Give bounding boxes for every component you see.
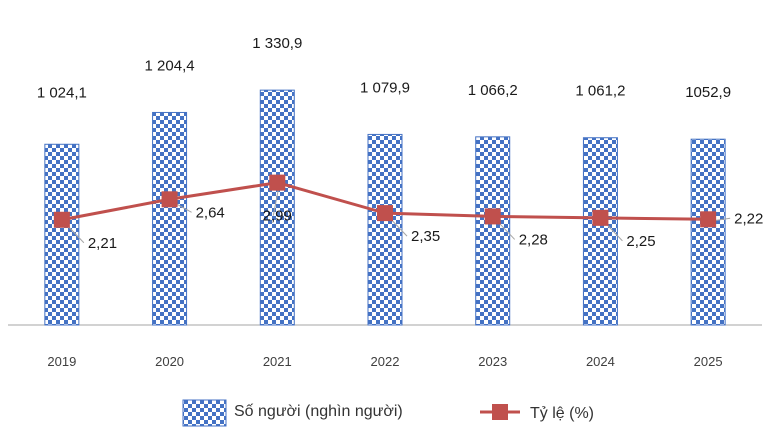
- legend-bar-label: Số người (nghìn người): [234, 403, 403, 420]
- rate-marker: [269, 174, 286, 191]
- rate-marker: [161, 191, 178, 208]
- bar: [582, 137, 618, 326]
- rate-data-label: 2,21: [88, 235, 117, 252]
- bar-data-label: 1 066,2: [468, 82, 518, 99]
- x-tick-labels: 2019 2020 2021 2022 2023 2024 2025: [47, 354, 722, 369]
- rate-data-label: 2,99: [263, 208, 292, 225]
- rate-marker: [53, 211, 70, 228]
- x-tick-label: 2021: [263, 354, 292, 369]
- bar: [690, 138, 726, 326]
- rate-marker: [700, 211, 717, 228]
- bar-series: [44, 89, 726, 326]
- rate-data-label: 2,22: [734, 210, 763, 227]
- x-tick-label: 2019: [47, 354, 76, 369]
- bar-data-label: 1 330,9: [252, 35, 302, 52]
- bar-data-label: 1052,9: [685, 84, 731, 101]
- legend-bar-swatch: [182, 399, 227, 427]
- rate-series: [53, 174, 717, 228]
- rate-data-label: 2,64: [196, 204, 225, 221]
- rate-data-label: 2,25: [626, 233, 655, 250]
- bar-data-label: 1 024,1: [37, 84, 87, 101]
- x-tick-label: 2020: [155, 354, 184, 369]
- legend: Số người (nghìn người) Tỷ lệ (%): [182, 399, 594, 427]
- bar: [44, 143, 80, 326]
- bar: [475, 136, 511, 326]
- x-tick-label: 2022: [371, 354, 400, 369]
- rate-data-label: 2,35: [411, 228, 440, 245]
- x-tick-label: 2023: [478, 354, 507, 369]
- bar-data-label: 1 061,2: [575, 83, 625, 100]
- rate-marker: [592, 209, 609, 226]
- bar: [367, 133, 403, 326]
- bar: [152, 111, 188, 326]
- x-tick-label: 2024: [586, 354, 615, 369]
- rate-marker: [484, 208, 501, 225]
- bar: [259, 89, 295, 326]
- x-tick-label: 2025: [694, 354, 723, 369]
- bar-data-label: 1 204,4: [145, 57, 195, 74]
- legend-line-marker: [492, 404, 508, 420]
- bar-data-label: 1 079,9: [360, 79, 410, 96]
- bar-data-labels: 1 024,1 1 204,4 1 330,9 1 079,9 1 066,2 1 061…: [37, 35, 731, 101]
- legend-line-label: Tỷ lệ (%): [530, 405, 594, 422]
- rate-data-labels: 2,21 2,64 2,99 2,35 2,28 2,25 2,22: [88, 204, 763, 251]
- rate-marker: [377, 205, 393, 222]
- rate-data-label: 2,28: [519, 231, 548, 248]
